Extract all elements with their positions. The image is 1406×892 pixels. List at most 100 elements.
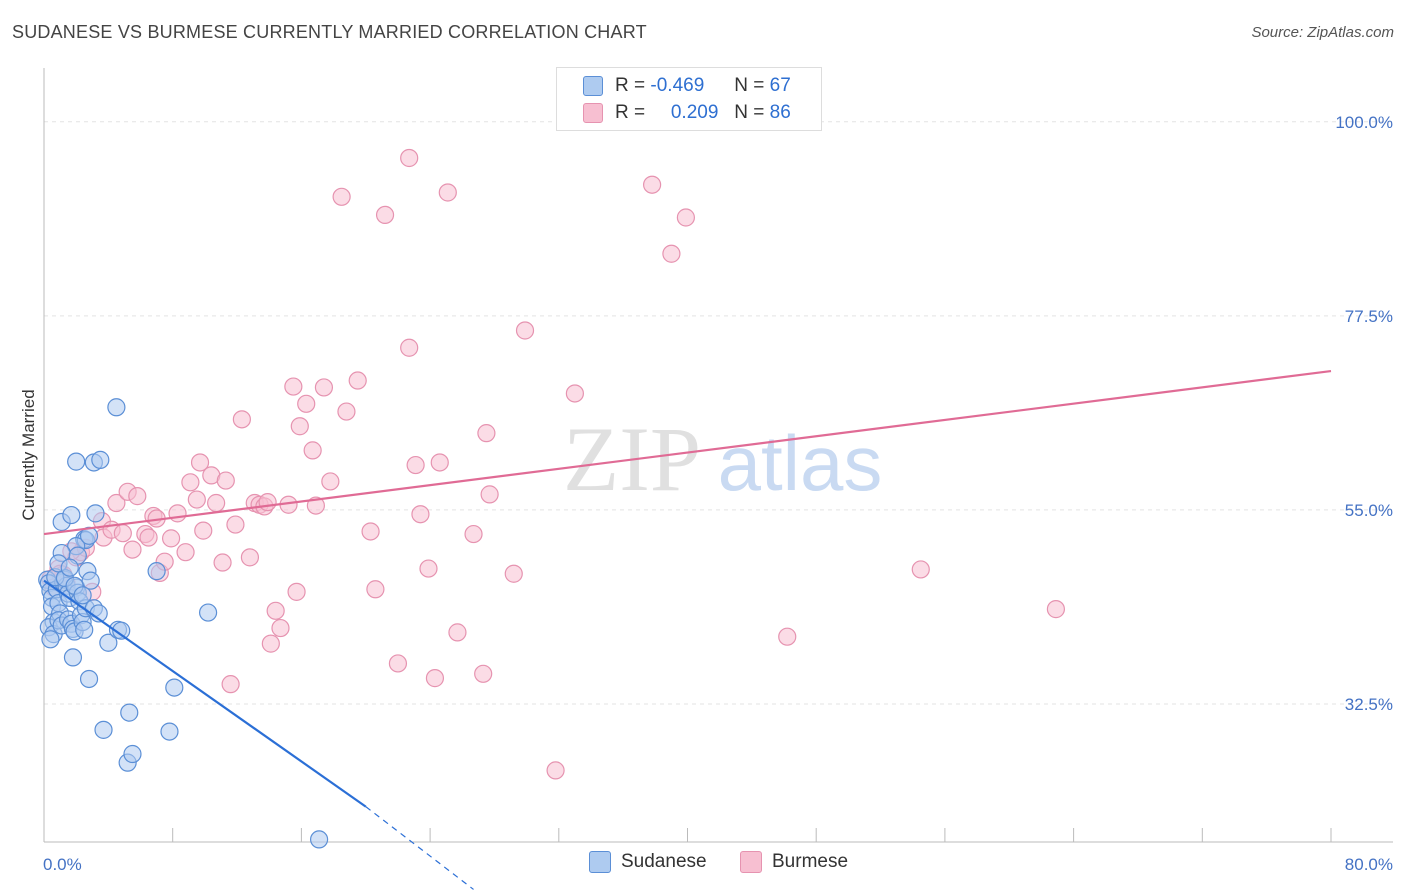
burmese-point [240,548,260,567]
trend-lines [43,369,1332,890]
burmese-point [474,664,493,683]
burmese-point [303,441,322,460]
legend-n-label: N = [734,102,765,123]
burmese-point [504,564,523,583]
sudanese-point [75,620,94,639]
legend-row-sudanese: R = -0.469 N = 67 [583,73,791,99]
burmese-point [366,580,385,599]
burmese-point [480,485,499,504]
sudanese-point [120,703,139,722]
burmese-point [662,244,681,263]
burmese-point [128,487,147,506]
series-legend: Sudanese Burmese [0,851,1406,879]
burmese-point [643,175,662,194]
burmese-point [314,378,334,397]
sudanese-legend-label: Sudanese [621,851,707,872]
burmese-point [1046,600,1066,619]
x-tick-label: 0.0% [43,855,82,874]
burmese-legend-swatch [740,851,762,873]
burmese-point [911,560,930,579]
burmese-point [287,582,306,601]
burmese-point [258,493,277,512]
sudanese-point [79,669,99,689]
legend-r-value: -0.469 [650,75,705,96]
y-axis-label: Currently Married [19,389,38,520]
burmese-point [221,675,240,694]
burmese-point [438,183,457,202]
burmese-point [400,148,419,168]
sudanese-point [165,678,184,697]
sudanese-point [94,720,113,739]
burmese-point [464,524,483,544]
legend-row-burmese: R = 0.209 N = 86 [583,100,791,126]
burmese-point [216,471,235,490]
burmese-point [406,455,425,475]
legend-r-label: R = [615,75,646,96]
legend-n-value: 67 [769,75,791,96]
legend-r-label: R = [615,102,646,123]
sudanese-point [73,586,92,605]
burmese-point [261,634,280,653]
burmese-point [107,493,126,513]
axes [43,68,1393,843]
sudanese-point [107,398,126,417]
legend-r-value: 0.209 [670,102,719,123]
burmese-point [411,505,430,524]
burmese-point [161,529,181,548]
sudanese-point [62,505,81,525]
burmese-point [388,654,408,673]
sudanese-point [160,722,179,741]
sudanese-point [41,630,60,649]
x-tick-label: 80.0% [1345,855,1393,874]
burmese-point [565,384,584,403]
sudanese-point [81,571,100,590]
sudanese-point [198,603,218,622]
sudanese-point [67,452,86,471]
sudanese-point [91,450,110,469]
y-tick-label: 32.5% [1345,695,1393,714]
chart-title: SUDANESE VS BURMESE CURRENTLY MARRIED CO… [12,22,647,42]
burmese-point [332,187,351,206]
burmese-points [41,148,1066,780]
burmese-point [213,553,232,572]
y-tick-label: 77.5% [1345,307,1393,326]
burmese-point [232,410,251,429]
burmese-point [306,496,325,515]
source-label: Source: ZipAtlas.com [1251,24,1394,41]
burmese-swatch [583,103,603,123]
sudanese-point [123,744,142,764]
sudanese-trend-line [43,579,367,808]
sudanese-trend-extension [365,806,474,890]
legend-item-burmese[interactable]: Burmese [740,851,848,873]
sudanese-point [60,558,79,577]
burmese-point [176,543,195,562]
burmese-point [348,371,367,390]
burmese-point [546,761,565,780]
burmese-point [168,504,187,523]
burmese-point [113,524,132,543]
burmese-point [290,417,309,436]
burmese-point [676,208,695,227]
burmese-point [337,402,356,421]
burmese-point [187,490,206,509]
legend-n-label: N = [734,75,765,96]
burmese-point [375,205,395,225]
tick-labels: 32.5% 55.0% 77.5% 100.0% 0.0% 80.0% [43,113,1393,874]
sudanese-point [86,504,105,523]
burmese-point [400,338,419,357]
sudanese-legend-swatch [589,851,611,873]
watermark-atlas: atlas [718,419,883,507]
burmese-point [419,559,438,578]
y-tick-label: 100.0% [1335,113,1393,132]
legend-item-sudanese[interactable]: Sudanese [589,851,707,873]
sudanese-point [309,830,329,849]
burmese-point [361,522,380,541]
y-tick-label: 55.0% [1345,501,1393,520]
burmese-point [271,618,290,638]
burmese-point [226,515,245,534]
sudanese-point [147,562,166,581]
watermark: ZIP atlas [563,408,882,510]
sudanese-points [38,398,329,849]
sudanese-point [99,633,118,652]
